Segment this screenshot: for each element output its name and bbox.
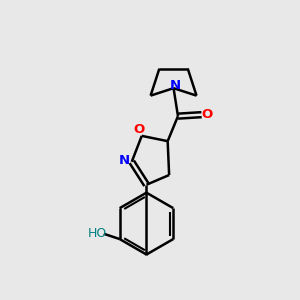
Text: O: O xyxy=(133,124,144,136)
Text: N: N xyxy=(119,154,130,167)
Text: N: N xyxy=(169,79,181,92)
Text: O: O xyxy=(202,108,213,121)
Text: HO: HO xyxy=(88,227,107,240)
